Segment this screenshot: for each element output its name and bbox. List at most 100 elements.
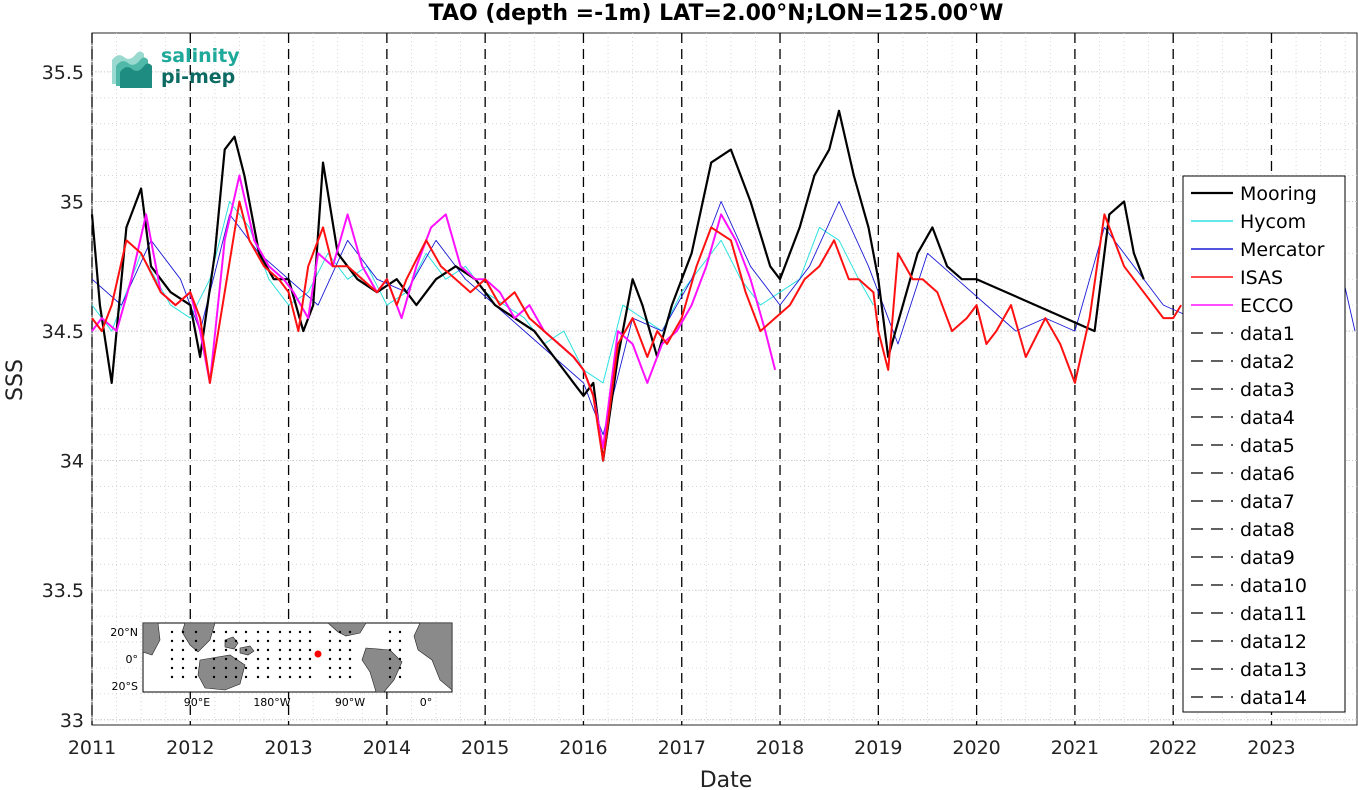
mooring-dot — [224, 657, 228, 661]
x-tick-label: 2015 — [461, 737, 509, 759]
mooring-dot — [266, 630, 270, 634]
mooring-dot — [170, 630, 174, 634]
mooring-dot — [388, 666, 392, 670]
mooring-dot — [278, 666, 282, 670]
mooring-dot — [194, 657, 198, 661]
mooring-dot — [338, 630, 342, 634]
y-tick-label: 34.5 — [42, 321, 84, 343]
mooring-dot — [234, 675, 238, 679]
legend-item: data4 — [1191, 407, 1295, 429]
mooring-dot — [338, 675, 342, 679]
mooring-dot — [328, 657, 332, 661]
legend-label: data13 — [1240, 659, 1307, 681]
mooring-dot — [244, 666, 248, 670]
legend-item: Mooring — [1191, 183, 1317, 205]
x-tick-labels: 2011 2012 2013 2014 2015 2016 2017 2018 2019 2020… — [68, 737, 1296, 759]
mooring-dot — [398, 648, 402, 652]
y-tick-label: 33.5 — [42, 580, 84, 602]
mooring-dot — [256, 630, 260, 634]
mooring-dot — [212, 639, 216, 643]
mooring-dot — [338, 657, 342, 661]
mooring-dot — [181, 648, 185, 652]
legend-item: data11 — [1191, 603, 1307, 625]
mooring-dot — [278, 675, 282, 679]
mooring-dot — [338, 639, 342, 643]
x-tick-label: 2011 — [68, 737, 116, 759]
logo-waves-icon — [112, 51, 152, 88]
legend-item: ECCO — [1191, 295, 1294, 317]
legend-item: data12 — [1191, 631, 1307, 653]
mooring-dot — [398, 639, 402, 643]
mooring-dot — [212, 666, 216, 670]
legend-item: Mercator — [1191, 239, 1325, 261]
mooring-dot — [398, 675, 402, 679]
mooring-dot — [298, 630, 302, 634]
legend-label: data5 — [1240, 435, 1295, 457]
series-line-mercator — [91, 201, 1356, 436]
mooring-dot — [288, 666, 292, 670]
mooring-dot — [388, 639, 392, 643]
y-axis-label: SSS — [3, 359, 28, 401]
mooring-dot — [328, 675, 332, 679]
mooring-dot — [170, 675, 174, 679]
y-tick-label: 35 — [60, 191, 84, 213]
mooring-dot — [181, 630, 185, 634]
mooring-dot — [212, 630, 216, 634]
mooring-dot — [388, 648, 392, 652]
legend-item: data13 — [1191, 659, 1307, 681]
mooring-dot — [308, 639, 312, 643]
y-tick-labels: 33 33.5 34 34.5 35 35.5 — [42, 62, 84, 732]
mooring-dot — [348, 666, 352, 670]
x-tick-label: 2023 — [1247, 737, 1295, 759]
inset-y-tick-label: 0° — [126, 653, 139, 666]
mooring-dot — [224, 630, 228, 634]
mooring-dot — [348, 657, 352, 661]
mooring-dot — [266, 666, 270, 670]
major-grid — [91, 33, 1357, 725]
inset-x-tick-label: 90°W — [335, 696, 365, 709]
legend-item: data10 — [1191, 575, 1307, 597]
legend-box — [1182, 175, 1346, 713]
legend-label: data3 — [1240, 379, 1295, 401]
mooring-dot — [288, 675, 292, 679]
legend-label: data12 — [1240, 631, 1307, 653]
mooring-dot — [212, 675, 216, 679]
mooring-dot — [298, 657, 302, 661]
mooring-dot — [170, 639, 174, 643]
legend-item: data8 — [1191, 519, 1295, 541]
mooring-dot — [278, 630, 282, 634]
mooring-dot — [256, 675, 260, 679]
y-tick-label: 33 — [60, 710, 84, 732]
inset-map: 20°N 0° 20°S 90°E 180°W 90°W 0° — [110, 622, 453, 709]
logo-line1: salinity — [161, 45, 240, 67]
legend-label: data6 — [1240, 463, 1295, 485]
mooring-dot — [398, 666, 402, 670]
legend-label: data9 — [1240, 547, 1295, 569]
series-line-ecco — [91, 174, 777, 449]
mooring-dot — [348, 648, 352, 652]
x-tick-label: 2018 — [756, 737, 804, 759]
mooring-dot — [308, 666, 312, 670]
legend-item: data3 — [1191, 379, 1295, 401]
x-tick-label: 2016 — [559, 737, 607, 759]
mooring-dot — [308, 675, 312, 679]
mooring-dot — [288, 639, 292, 643]
mooring-dot — [398, 630, 402, 634]
legend-label: ECCO — [1240, 295, 1294, 317]
mooring-dot — [244, 639, 248, 643]
legend-label: Mercator — [1240, 239, 1325, 261]
mooring-dot — [212, 648, 216, 652]
mooring-dot — [278, 648, 282, 652]
mooring-dot — [298, 666, 302, 670]
mooring-dot — [244, 648, 248, 652]
mooring-dot — [348, 675, 352, 679]
mooring-dot — [234, 666, 238, 670]
salinity-pi-mep-logo: salinity pi-mep — [112, 45, 240, 88]
series-line-isas — [91, 200, 1182, 462]
mooring-dot — [234, 657, 238, 661]
mooring-dot — [266, 639, 270, 643]
mooring-dot — [328, 666, 332, 670]
inset-x-tick-label: 90°E — [184, 696, 210, 709]
mooring-dot — [256, 657, 260, 661]
